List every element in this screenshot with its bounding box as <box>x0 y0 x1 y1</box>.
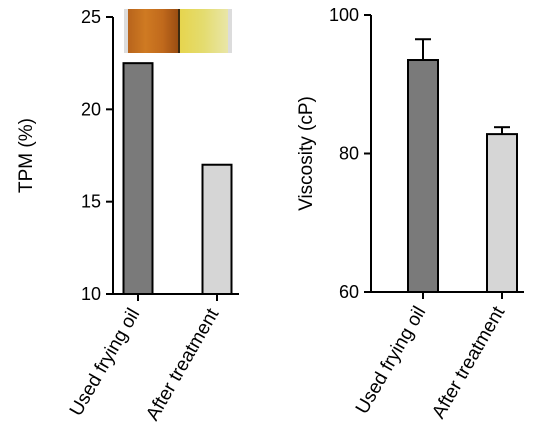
bar-used-frying-oil <box>122 62 154 295</box>
y-tick-label: 25 <box>81 7 101 27</box>
y-axis-title: TPM (%) <box>16 118 37 193</box>
y-tick-label: 80 <box>339 144 359 164</box>
y-tick-label: 100 <box>329 5 359 25</box>
y-tick-label: 20 <box>81 99 101 119</box>
y-tick-label: 15 <box>81 192 101 212</box>
category-label: Used frying oil <box>352 303 430 418</box>
oil-sample-photo <box>124 9 232 53</box>
category-label: After treatment <box>142 304 223 424</box>
category-label: Used frying oil <box>66 305 144 420</box>
bar-used-frying-oil <box>407 59 439 294</box>
category-label: After treatment <box>428 302 509 422</box>
y-tick-label: 60 <box>339 282 359 302</box>
y-tick-label: 10 <box>81 284 101 304</box>
bar-after-treatment <box>201 163 233 295</box>
bar-after-treatment <box>486 133 518 293</box>
y-axis-title: Viscosity (cP) <box>296 96 317 211</box>
